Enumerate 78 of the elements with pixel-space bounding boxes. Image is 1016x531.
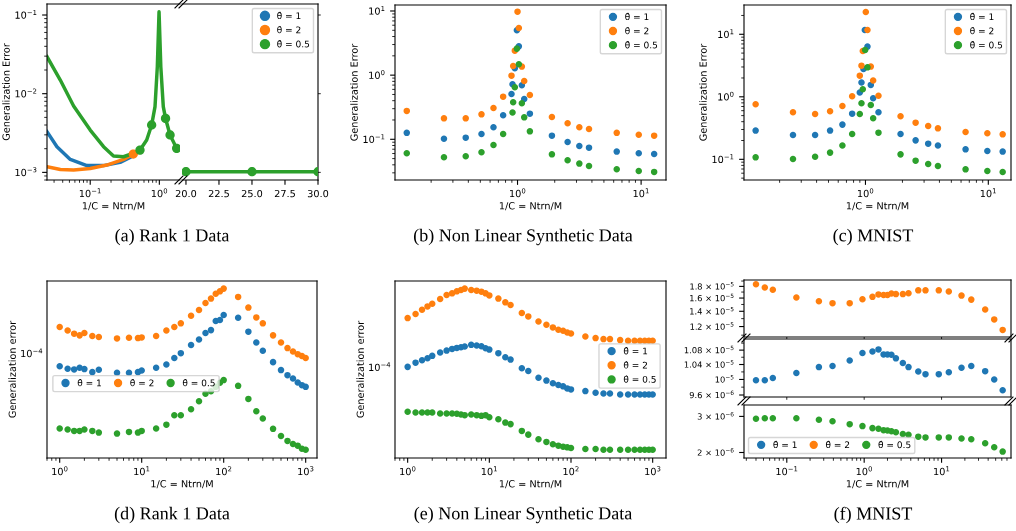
y-tick-label: 10$^{−3}$ [15,167,37,177]
x-tick-label: 25.0 [241,189,263,198]
y-axis-title: Generalization error [8,320,16,418]
x-tick-label: 22.5 [208,189,229,198]
y-tick-label: 1.6 × 10$^{−5}$ [690,293,734,302]
y-tick-label: 10$^{1}$ [718,29,734,39]
y-tick-label: 1.08 × 10$^{−5}$ [684,345,734,354]
legend-label: θ̂ = 1 [773,440,797,449]
text: (d) Rank 1 Data [114,506,230,524]
x-tick-label: 10$^{2}$ [216,466,232,476]
text: (b) Non Linear Synthetic Data [413,228,633,246]
x-tick-label: 10$^{0}$ [151,188,168,198]
legend-label: θ̂ = 1 [623,347,648,355]
x-axis-title: 1/C = Ntrn/M [846,202,909,211]
y-tick-label: 1.04 × 10$^{−5}$ [684,360,734,368]
y-tick-label: 10$^{1}$ [369,5,385,15]
y-tick-label: 10$^{0}$ [369,69,385,79]
legend-label: θ̂ = 0.5 [623,375,656,383]
x-tick-label: 10$^{0}$ [52,466,68,476]
y-tick-label: 3 × 10$^{−6}$ [697,411,734,420]
text: (f) MNIST [834,506,913,524]
y-tick-label: 1.4 × 10$^{−5}$ [690,306,734,315]
x-tick-label: 10$^{1}$ [633,188,649,198]
x-tick-label: 10$^{0}$ [510,188,526,198]
x-tick-label: 10$^{0}$ [400,466,416,476]
y-axis-title: Generalization Error [2,43,10,141]
y-tick-label: 10$^{−1}$ [363,134,385,144]
x-tick-label: 27.5 [274,189,295,198]
text: 10$^{−4}$ [369,362,391,372]
x-tick-label: 10$^{−1}$ [776,466,798,476]
legend-label: θ̂ = 0.5 [182,378,215,387]
legend-label: θ̂ = 2 [277,25,301,34]
text: (e) Non Linear Synthetic Data [414,506,633,524]
y-tick-label: 9.6 × 10$^{−6}$ [689,390,734,399]
legend-label: θ̂ = 2 [623,361,647,369]
x-axis-title: 1/C = Ntrn/M [82,202,145,211]
y-tick-label: 10$^{−5}$ [715,375,734,383]
x-axis-title: 1/C = Ntrn/M [151,480,213,489]
y-axis-title: Generalization error [356,320,364,418]
y-tick-label: 10$^{−1}$ [712,154,734,164]
y-axis-title: Generalization Error [350,43,358,141]
legend-label: θ̂ = 0.5 [970,41,1003,49]
legend-label: θ̂ = 0.5 [625,41,658,49]
legend-label: θ̂ = 2 [970,26,994,35]
x-axis-title: 1/C = Ntrn/M [499,480,562,489]
x-tick-label: 10$^{2}$ [563,466,579,476]
x-tick-label: 10$^{1}$ [134,466,150,476]
x-axis-title: 1/C = Ntrn/M [846,480,909,489]
legend-label: θ̂ = 1 [277,11,301,20]
legend-label: θ̂ = 2 [130,378,154,387]
y-axis-title: Generalization Error [699,43,707,141]
legend-label: θ̂ = 0.5 [878,440,911,449]
x-tick-label: 20.0 [175,189,197,198]
text: 10$^{−4}$ [21,348,43,358]
x-tick-label: 10$^{−1}$ [79,188,101,198]
legend-label: θ̂ = 1 [77,378,101,387]
legend-label: θ̂ = 2 [625,26,649,35]
y-tick-label: 10$^{−1}$ [15,9,37,19]
legend-label: θ̂ = 0.5 [277,40,310,48]
text: (a) Rank 1 Data [115,228,230,246]
x-tick-label: 10$^{3}$ [645,466,661,476]
x-tick-label: 10$^{1}$ [980,188,996,198]
legend-label: θ̂ = 1 [625,12,649,21]
y-tick-label: 1.2 × 10$^{−5}$ [690,322,734,330]
y-tick-label: 10$^{0}$ [718,91,734,101]
x-axis-title: 1/C = Ntrn/M [499,202,562,211]
legend-label: θ̂ = 2 [825,440,850,449]
x-tick-label: 10$^{0}$ [857,188,874,198]
x-tick-label: 30.0 [307,189,329,198]
x-tick-label: 10$^{3}$ [298,466,314,476]
legend-label: θ̂ = 1 [970,12,994,21]
text: (c) MNIST [833,228,914,246]
y-tick-label: 10$^{−2}$ [15,88,37,98]
x-tick-label: 10$^{1}$ [934,466,950,476]
x-tick-label: 10$^{1}$ [481,466,497,476]
y-tick-label: 2 × 10$^{−6}$ [697,448,734,456]
x-tick-label: 10$^{0}$ [856,466,872,476]
y-tick-label: 1.8 × 10$^{−5}$ [690,282,734,290]
